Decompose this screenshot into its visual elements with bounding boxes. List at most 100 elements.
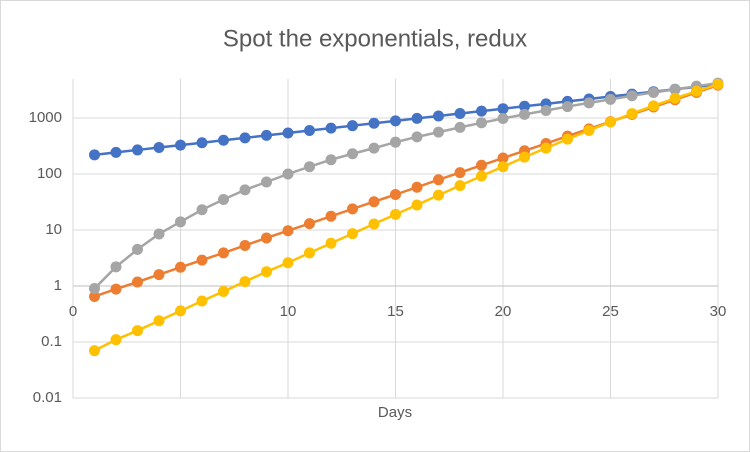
data-point xyxy=(433,110,444,122)
data-point xyxy=(519,100,530,112)
data-point xyxy=(304,218,315,230)
data-point xyxy=(175,261,186,273)
data-point xyxy=(175,305,186,317)
data-point xyxy=(368,142,380,154)
data-point xyxy=(347,228,358,240)
x-axis-label: Days xyxy=(378,404,412,421)
x-tick-label: 15 xyxy=(387,303,404,320)
data-point xyxy=(669,92,681,104)
y-tick-label: 100 xyxy=(37,165,62,182)
data-point xyxy=(433,126,444,138)
x-tick-label: 20 xyxy=(495,303,512,320)
data-point xyxy=(110,334,122,346)
data-point xyxy=(325,122,337,134)
data-point xyxy=(261,176,272,188)
data-point xyxy=(669,83,681,95)
data-point xyxy=(196,295,208,307)
data-point xyxy=(454,108,466,120)
data-point xyxy=(89,149,100,161)
data-point xyxy=(132,325,143,337)
data-point xyxy=(497,112,509,124)
data-point xyxy=(605,116,616,128)
y-tick-label: 10 xyxy=(45,221,62,238)
x-tick-label: 10 xyxy=(280,303,297,320)
data-point xyxy=(626,90,638,102)
data-point xyxy=(239,276,251,288)
data-point xyxy=(626,108,638,120)
y-tick-label: 0.01 xyxy=(33,389,62,406)
data-point xyxy=(153,228,165,240)
data-point xyxy=(411,199,423,211)
data-point xyxy=(304,161,315,173)
data-point xyxy=(153,315,165,327)
data-point xyxy=(368,196,380,208)
data-point xyxy=(175,139,186,151)
data-point xyxy=(368,218,380,230)
data-point xyxy=(239,132,251,144)
data-point xyxy=(325,210,337,222)
data-point xyxy=(218,285,229,297)
data-point xyxy=(304,247,315,259)
data-point xyxy=(454,167,466,179)
data-point xyxy=(562,133,573,145)
y-tick-label: 1000 xyxy=(29,109,62,126)
data-point xyxy=(110,261,122,273)
data-point xyxy=(476,117,487,129)
data-point xyxy=(605,93,616,105)
data-point xyxy=(132,276,143,288)
data-point xyxy=(175,216,186,228)
data-point xyxy=(132,243,143,255)
data-point xyxy=(519,151,530,163)
data-point xyxy=(540,142,552,154)
data-point xyxy=(153,142,165,154)
data-point xyxy=(218,194,229,206)
data-point xyxy=(390,189,401,201)
data-point xyxy=(196,137,208,149)
data-point xyxy=(476,105,487,117)
data-point xyxy=(196,254,208,266)
data-point xyxy=(497,152,509,164)
data-point xyxy=(261,266,272,278)
data-point xyxy=(691,85,702,97)
data-point xyxy=(282,168,294,180)
data-point xyxy=(476,159,487,171)
data-point xyxy=(325,154,337,166)
data-point xyxy=(411,131,423,143)
data-point xyxy=(454,180,466,192)
data-point xyxy=(239,239,251,251)
data-point xyxy=(454,121,466,133)
data-point xyxy=(110,283,122,295)
data-point xyxy=(218,247,229,259)
data-point xyxy=(347,203,358,215)
data-point xyxy=(89,283,100,295)
data-point xyxy=(712,78,724,90)
data-point xyxy=(282,127,294,139)
data-point xyxy=(497,161,509,173)
data-point xyxy=(110,146,122,158)
y-tick-label: 0.1 xyxy=(41,333,62,350)
data-point xyxy=(648,87,659,99)
data-point xyxy=(519,108,530,120)
data-point xyxy=(153,269,165,281)
data-point xyxy=(89,290,100,302)
data-point xyxy=(368,117,380,129)
data-point xyxy=(304,125,315,137)
y-tick-label: 1 xyxy=(54,277,62,294)
x-tick-label: 30 xyxy=(710,303,727,320)
data-point xyxy=(325,237,337,249)
data-point xyxy=(540,105,552,117)
x-tick-label: 0 xyxy=(69,303,77,320)
data-point xyxy=(497,103,509,115)
x-tick-label: 25 xyxy=(602,303,619,320)
data-point xyxy=(282,257,294,269)
data-point xyxy=(347,120,358,132)
chart-title: Spot the exponentials, redux xyxy=(223,25,527,52)
data-point xyxy=(218,134,229,146)
data-point xyxy=(239,184,251,196)
data-point xyxy=(390,208,401,220)
data-point xyxy=(411,181,423,193)
data-point xyxy=(261,232,272,244)
data-point xyxy=(562,101,573,113)
